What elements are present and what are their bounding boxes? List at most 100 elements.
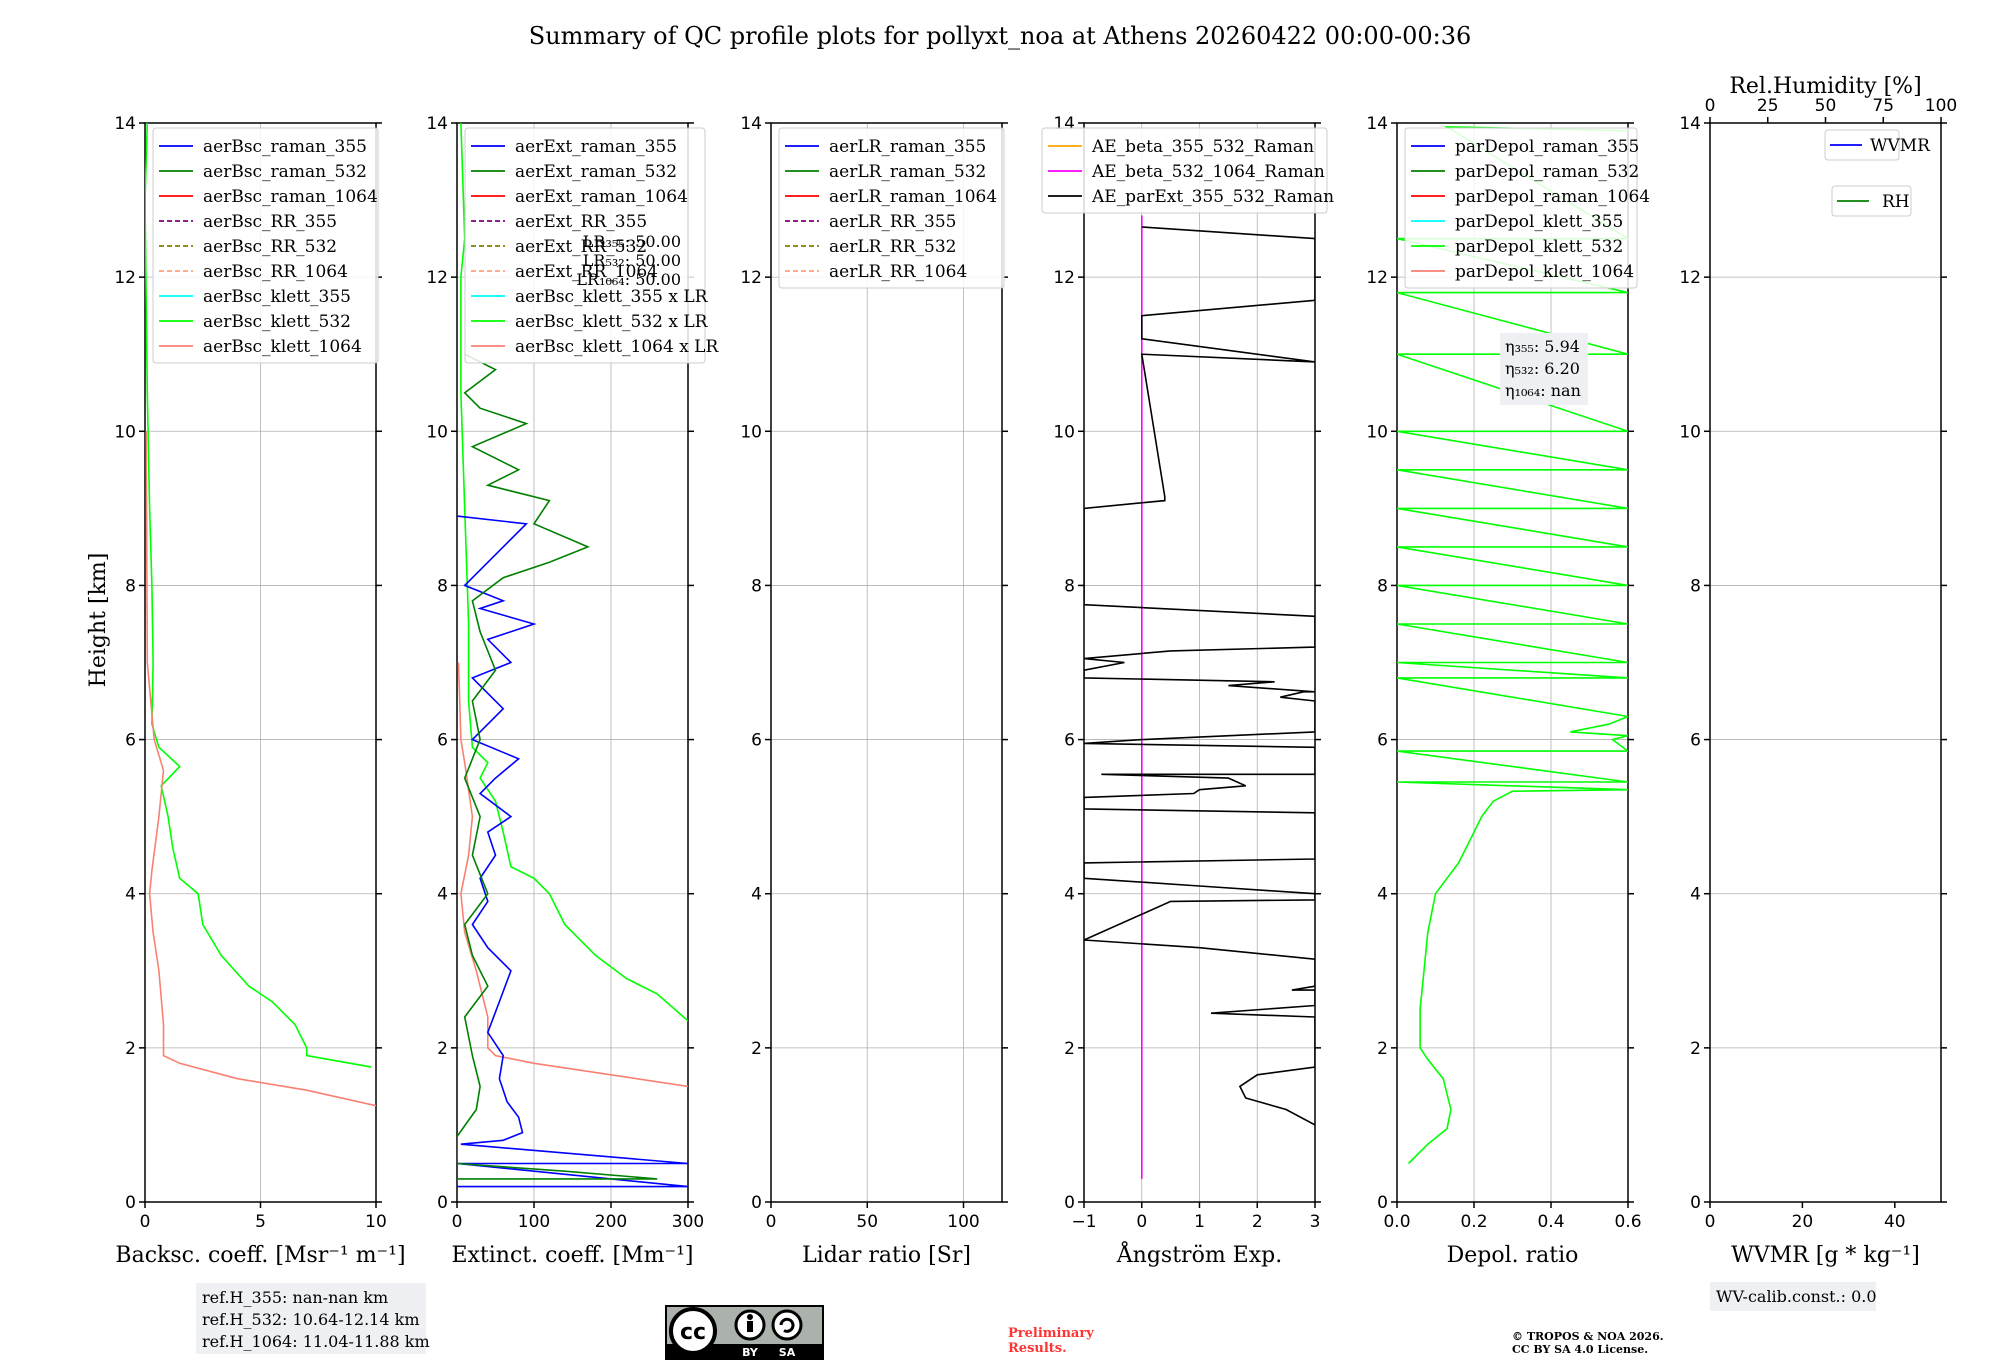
axes-frame: [770, 122, 1003, 1203]
y-tick-label: 0: [751, 1193, 762, 1213]
y-tick-label: 8: [437, 576, 448, 596]
y-tick-label: 14: [426, 114, 448, 134]
legend-item-label: AE_beta_532_1064_Raman: [1091, 162, 1325, 182]
wv-calib-box: WV-calib.const.: 0.0: [1710, 1282, 1877, 1311]
x-axis-label: Lidar ratio [Sr]: [802, 1243, 971, 1268]
legend-box: [464, 127, 706, 364]
legend-box: [1041, 127, 1328, 214]
cc-by-label: BY: [742, 1346, 759, 1359]
lr-note: LR₃₅₅: 50.00: [583, 232, 681, 251]
lr-note: LR₅₃₂: 50.00: [583, 251, 681, 270]
legend-item-label: aerExt_RR_532: [515, 237, 647, 257]
y-tick-label: 14: [1366, 114, 1388, 134]
legend-item-label: aerLR_RR_355: [829, 212, 956, 232]
preliminary-line-1: Preliminary: [1008, 1326, 1094, 1341]
x-tick-label: 50: [856, 1212, 878, 1232]
top-x-tick-label: 25: [1757, 96, 1779, 116]
x-tick-label: 200: [595, 1212, 627, 1232]
x-tick-label: 0: [1705, 1212, 1716, 1232]
y-tick-label: 12: [114, 268, 136, 288]
top-x-tick-label: 50: [1815, 96, 1837, 116]
y-tick-label: 14: [1679, 114, 1701, 134]
x-tick-label: 0: [140, 1212, 151, 1232]
y-tick-label: 6: [125, 731, 136, 751]
y-tick-label: 10: [114, 422, 136, 442]
legend-item-label: aerBsc_raman_532: [203, 162, 367, 182]
series-line: [460, 123, 688, 1022]
wv-calib-text: WV-calib.const.: 0.0: [1716, 1287, 1877, 1306]
series-line: [145, 431, 376, 1107]
ref-height-355: ref.H_355: nan-nan km: [202, 1288, 388, 1307]
x-tick-label: 0: [1136, 1212, 1147, 1232]
eta-value: η₁₀₆₄: nan: [1505, 381, 1581, 400]
y-tick-label: 6: [1377, 731, 1388, 751]
legend-item-label: aerBsc_klett_532 x LR: [515, 312, 709, 332]
cc-icon: [669, 1307, 717, 1355]
legend-item-label: aerBsc_RR_1064: [203, 262, 348, 282]
legend-item-label: aerBsc_raman_355: [203, 137, 367, 157]
y-tick-label: 10: [1366, 422, 1388, 442]
panel-grid: [1710, 276, 1941, 1049]
legend-item-label: parDepol_raman_1064: [1455, 187, 1650, 207]
x-axis-label: Depol. ratio: [1447, 1243, 1579, 1268]
y-tick-label: 2: [1690, 1039, 1701, 1059]
y-tick-label: 4: [751, 885, 762, 905]
y-tick-label: 6: [1690, 731, 1701, 751]
legend-item-label: AE_parExt_355_532_Raman: [1091, 187, 1334, 207]
eta-value: η₃₅₅: 5.94: [1505, 337, 1580, 356]
legend-item-label: AE_beta_355_532_Raman: [1091, 137, 1314, 157]
x-tick-label: 0.0: [1383, 1212, 1410, 1232]
y-tick-label: 8: [1064, 576, 1075, 596]
wv-calib-bg: [1710, 1282, 1876, 1311]
top-axis-label: Rel.Humidity [%]: [1729, 74, 1921, 99]
panel-grid: [771, 123, 1002, 1202]
cc-license-badge: cc BY SA: [665, 1305, 824, 1360]
y-tick-label: 2: [751, 1039, 762, 1059]
y-tick-label: 4: [1064, 885, 1075, 905]
legend-item-label: aerBsc_klett_1064: [203, 337, 362, 357]
top-x-tick-label: 0: [1705, 96, 1716, 116]
y-tick-label: 2: [1377, 1039, 1388, 1059]
y-tick-label: 10: [1053, 422, 1075, 442]
sa-icon-arrow: [779, 1317, 795, 1333]
x-tick-label: 0.2: [1460, 1212, 1487, 1232]
legend-item-label: aerExt_raman_1064: [515, 187, 688, 207]
panel-1: 0 2 4 6 8 10 12 14 0 5 10 Backsc. coeff. [Msr⁻¹ m⁻¹…: [114, 114, 405, 1268]
y-tick-label: 4: [125, 885, 136, 905]
ref-height-box: ref.H_355: nan-nan km ref.H_532: 10.64-1…: [196, 1283, 430, 1354]
y-tick-label: 10: [1679, 422, 1701, 442]
top-x-tick-label: 75: [1872, 96, 1894, 116]
figure-title: Summary of QC profile plots for pollyxt_…: [529, 22, 1472, 50]
x-tick-label: 300: [672, 1212, 704, 1232]
legend-item-label: aerLR_raman_532: [829, 162, 986, 182]
y-tick-label: 10: [740, 422, 762, 442]
eta-value: η₅₃₂: 6.20: [1505, 359, 1580, 378]
y-tick-label: 0: [1690, 1193, 1701, 1213]
y-tick-label: 2: [1064, 1039, 1075, 1059]
x-tick-label: 1: [1194, 1212, 1205, 1232]
series-line: [145, 123, 372, 1068]
y-tick-label: 4: [1377, 885, 1388, 905]
series-line: [457, 353, 658, 1180]
legend-item-label: aerLR_raman_1064: [829, 187, 997, 207]
y-tick-label: 2: [125, 1039, 136, 1059]
legend-item-label: parDepol_klett_532: [1455, 237, 1623, 257]
ref-height-1064: ref.H_1064: 11.04-11.88 km: [202, 1332, 430, 1351]
panel-5: 0 2 4 6 8 10 12 14 0.0 0.2 0.4 0.6 Depol. ratio parDe…: [1366, 114, 1650, 1268]
eta-box: η₃₅₅: 5.94 η₅₃₂: 6.20 η₁₀₆₄: nan: [1500, 333, 1588, 405]
y-tick-label: 12: [426, 268, 448, 288]
legend-wvmr: WVMR: [1824, 129, 1931, 161]
cc-icon-text: cc: [680, 1320, 706, 1345]
y-tick-label: 14: [114, 114, 136, 134]
y-tick-label: 14: [740, 114, 762, 134]
y-tick-label: 10: [426, 422, 448, 442]
legend-item-label: aerLR_RR_1064: [829, 262, 967, 282]
axes-frame: [456, 122, 689, 1203]
legend-item-label: aerBsc_klett_532: [203, 312, 351, 332]
y-tick-label: 0: [437, 1193, 448, 1213]
y-tick-label: 0: [1064, 1193, 1075, 1213]
x-tick-label: 40: [1884, 1212, 1906, 1232]
x-axis-label: WVMR [g * kg⁻¹]: [1731, 1243, 1920, 1268]
